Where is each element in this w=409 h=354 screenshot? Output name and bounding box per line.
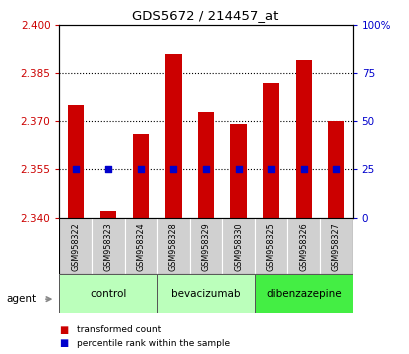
Point	[300, 167, 306, 172]
Point	[105, 167, 111, 172]
Point	[332, 167, 339, 172]
Text: GSM958327: GSM958327	[331, 222, 340, 271]
Text: GSM958325: GSM958325	[266, 222, 275, 271]
Bar	[124, 218, 157, 274]
Text: ■: ■	[59, 338, 69, 348]
Bar	[59, 218, 92, 274]
Point	[267, 167, 274, 172]
Bar	[157, 274, 254, 313]
Text: GSM958330: GSM958330	[234, 222, 243, 271]
Text: GSM958326: GSM958326	[299, 222, 308, 271]
Point	[72, 167, 79, 172]
Bar	[198, 112, 213, 218]
Text: percentile rank within the sample: percentile rank within the sample	[76, 339, 229, 348]
Point	[202, 167, 209, 172]
Bar	[327, 121, 344, 218]
Bar	[165, 54, 181, 218]
Text: GSM958323: GSM958323	[103, 222, 112, 271]
Text: GDS5672 / 214457_at: GDS5672 / 214457_at	[131, 9, 278, 22]
Point	[137, 167, 144, 172]
Text: transformed count: transformed count	[76, 325, 160, 335]
Point	[170, 167, 176, 172]
Bar	[189, 218, 222, 274]
Bar	[254, 218, 287, 274]
Bar	[254, 274, 352, 313]
Bar	[157, 218, 189, 274]
Point	[235, 167, 241, 172]
Bar	[222, 218, 254, 274]
Bar	[319, 218, 352, 274]
Text: agent: agent	[6, 294, 36, 304]
Bar	[59, 274, 157, 313]
Text: ■: ■	[59, 325, 69, 335]
Text: GSM958329: GSM958329	[201, 222, 210, 271]
Bar	[100, 211, 116, 218]
Text: control: control	[90, 289, 126, 299]
Text: GSM958324: GSM958324	[136, 222, 145, 271]
Text: GSM958328: GSM958328	[169, 222, 178, 271]
Bar	[230, 125, 246, 218]
Text: bevacizumab: bevacizumab	[171, 289, 240, 299]
Bar	[263, 82, 279, 218]
Text: GSM958322: GSM958322	[71, 222, 80, 271]
Bar	[287, 218, 319, 274]
Bar	[133, 134, 148, 218]
Bar	[67, 105, 84, 218]
Bar	[295, 60, 311, 218]
Text: dibenzazepine: dibenzazepine	[265, 289, 341, 299]
Bar	[92, 218, 124, 274]
